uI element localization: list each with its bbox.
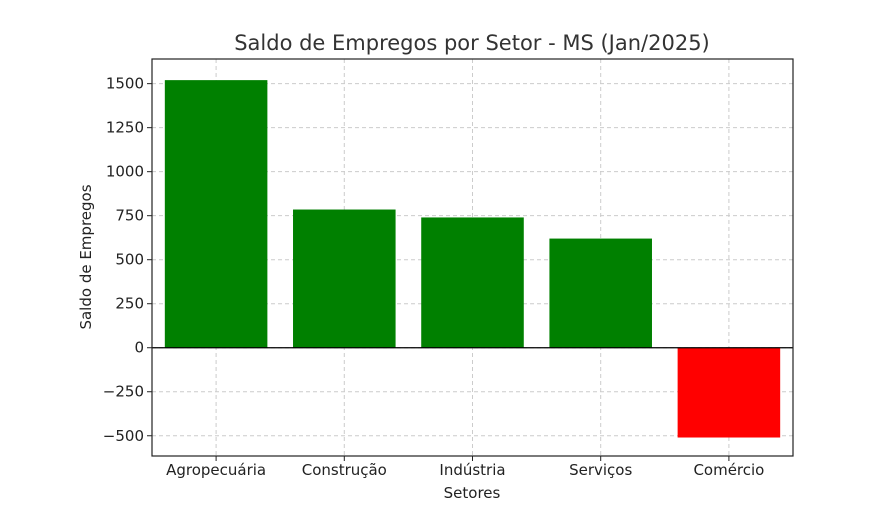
bars [164, 80, 781, 438]
x-axis-label: Setores [444, 484, 501, 502]
y-tick-label: 750 [115, 207, 144, 225]
y-tick-label: 1000 [106, 163, 144, 181]
x-tick-label: Comércio [693, 461, 764, 479]
bar [421, 217, 524, 348]
y-tick-label: 1500 [106, 75, 144, 93]
bar [549, 238, 652, 348]
x-tick-label: Construção [302, 461, 387, 479]
y-tick-label: 1250 [106, 119, 144, 137]
chart-title: Saldo de Empregos por Setor - MS (Jan/20… [234, 31, 710, 55]
y-axis-label: Saldo de Empregos [77, 184, 95, 329]
y-tick-label: 250 [115, 295, 144, 313]
x-tick-label: Agropecuária [166, 461, 266, 479]
x-tick-label: Serviços [569, 461, 632, 479]
x-tick-label: Indústria [439, 461, 505, 479]
bar [164, 80, 268, 348]
x-axis-ticks: Agropecuária Construção Indústria Serviços C… [166, 456, 764, 479]
y-axis-ticks: −500 −250 0 250 500 750 1000 1250 1500 [103, 75, 152, 445]
bar [293, 209, 396, 348]
y-tick-label: −500 [103, 427, 144, 445]
y-tick-label: 500 [115, 251, 144, 269]
bar [677, 347, 781, 438]
y-tick-label: −250 [103, 383, 144, 401]
y-tick-label: 0 [134, 339, 144, 357]
